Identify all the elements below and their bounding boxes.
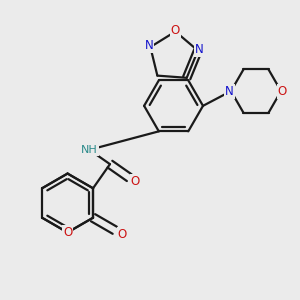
Text: O: O (130, 176, 140, 188)
Text: O: O (171, 24, 180, 37)
Text: O: O (118, 228, 127, 241)
Text: N: N (195, 43, 204, 56)
Text: N: N (145, 39, 153, 52)
Text: O: O (278, 85, 287, 98)
Text: O: O (63, 226, 72, 239)
Text: N: N (225, 85, 234, 98)
Text: NH: NH (81, 145, 98, 155)
